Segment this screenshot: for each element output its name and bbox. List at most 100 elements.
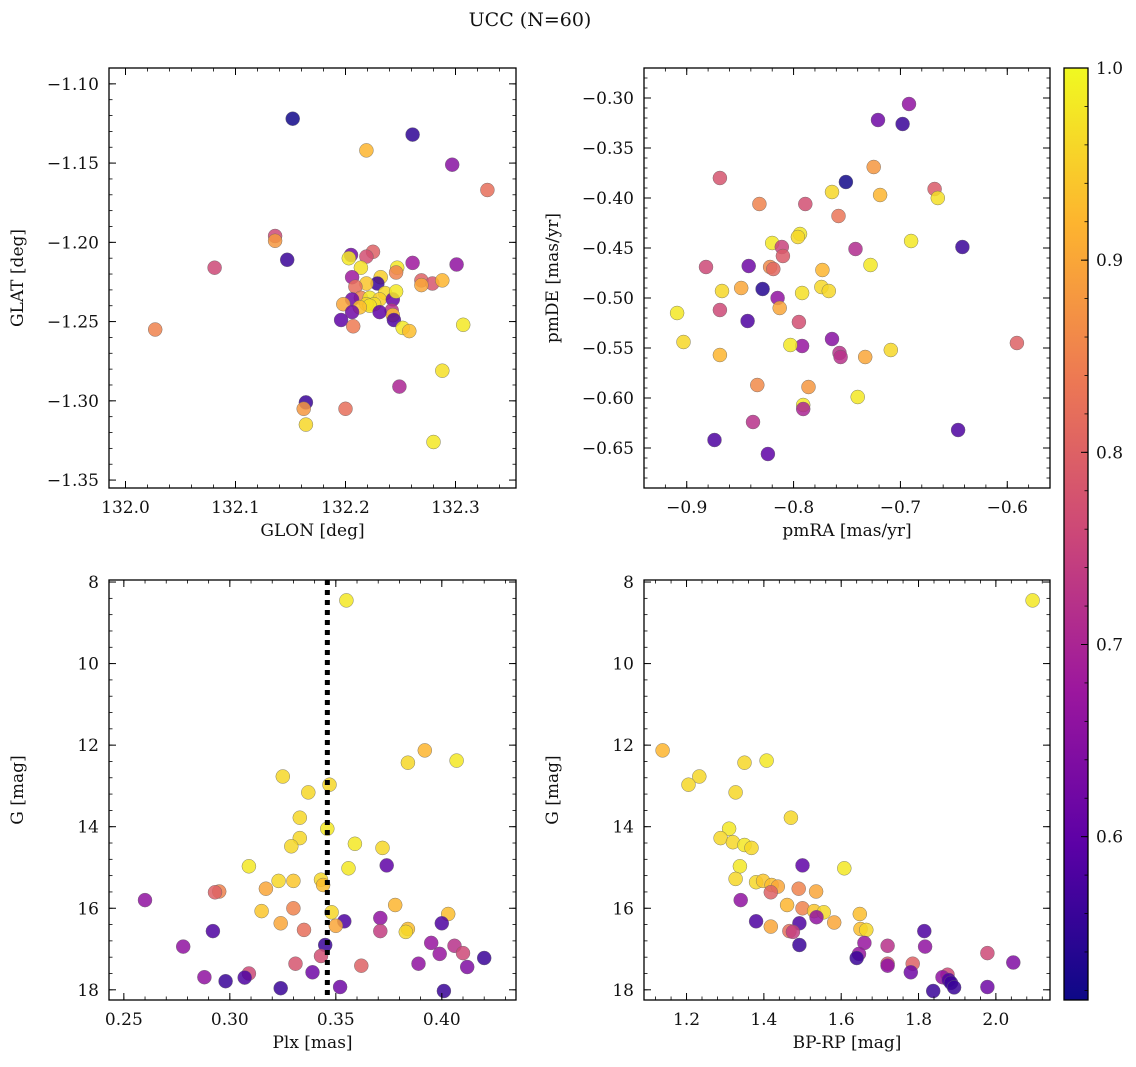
colorbar-frame: [1063, 67, 1089, 1001]
data-point: [267, 233, 283, 249]
data-point: [237, 970, 252, 985]
data-point: [850, 389, 865, 405]
data-point: [414, 277, 429, 293]
x-tick-label: 0.25: [105, 1010, 143, 1030]
data-point: [347, 836, 363, 851]
data-point: [744, 840, 759, 856]
data-point: [436, 983, 452, 999]
y-tick-label: 8: [88, 573, 99, 593]
data-point: [435, 273, 450, 288]
y-tick-label: 16: [77, 899, 99, 919]
figure-title: UCC (N=60): [469, 9, 592, 31]
data-point: [445, 157, 460, 172]
x-tick-label: −0.8: [773, 498, 814, 518]
data-point: [737, 755, 752, 770]
data-point: [669, 305, 685, 321]
data-point: [137, 892, 153, 908]
data-point: [883, 342, 898, 358]
data-point: [273, 981, 288, 996]
data-point: [449, 257, 464, 272]
scatter-panel-1: 132.0 132.1 132.2 132.3 −1.35 −1.30 −1.25 −1.20…: [8, 67, 517, 541]
data-point: [766, 261, 781, 277]
data-point: [676, 334, 691, 350]
data-point: [795, 858, 810, 873]
data-point: [980, 979, 995, 995]
data-point: [728, 871, 743, 887]
data-point: [301, 785, 316, 800]
y-tick-label: 14: [77, 818, 99, 838]
data-point: [1025, 593, 1040, 608]
data-point: [426, 434, 441, 450]
data-point: [732, 859, 748, 874]
axes-frame: [108, 67, 517, 489]
data-points: [147, 111, 495, 450]
data-point: [755, 281, 770, 297]
x-tick-label: 0.40: [423, 1010, 461, 1030]
data-point: [734, 280, 749, 296]
data-point: [288, 956, 303, 971]
data-point: [808, 884, 824, 899]
data-point: [849, 950, 864, 966]
data-point: [946, 980, 962, 995]
y-axis-label: G [mag]: [8, 755, 28, 824]
y-tick-label: −0.55: [582, 339, 634, 359]
colorbar-gradient: [1064, 68, 1088, 1000]
data-point: [698, 259, 714, 275]
data-point: [759, 753, 774, 768]
data-point: [175, 939, 191, 954]
data-point: [848, 241, 863, 257]
data-point: [205, 923, 221, 939]
data-point: [373, 923, 388, 939]
scatter-panel-4: 1.2 1.4 1.6 1.8 2.0 8 10 12 14 16 18 BP-RP [mag] G […: [543, 573, 1051, 1053]
data-point: [328, 918, 343, 933]
data-point: [763, 919, 778, 934]
data-point: [740, 313, 755, 329]
data-point: [480, 182, 495, 198]
data-point: [824, 331, 840, 347]
data-point: [713, 830, 728, 846]
data-point: [405, 255, 420, 271]
x-axis-label: BP-RP [mag]: [793, 1033, 902, 1053]
data-point: [305, 965, 320, 980]
x-tick-label: 132.2: [321, 498, 370, 518]
data-point: [741, 258, 756, 274]
data-point: [388, 897, 403, 913]
data-point: [147, 322, 163, 337]
axes-frame: [108, 579, 517, 1001]
x-tick-label: 1.6: [828, 1010, 855, 1030]
x-axis-label: Plx [mas]: [272, 1033, 352, 1053]
data-point: [785, 924, 801, 940]
data-point: [858, 349, 873, 365]
data-point: [477, 950, 492, 966]
x-tick-label: −0.9: [666, 498, 707, 518]
data-point: [344, 304, 360, 320]
data-point: [379, 858, 394, 873]
data-point: [712, 302, 728, 318]
colorbar-tick-label: 0.9: [1096, 251, 1123, 271]
y-tick-label: −0.45: [582, 239, 634, 259]
data-point: [207, 885, 223, 900]
y-tick-label: −0.60: [582, 389, 634, 409]
colorbar-tick-label: 0.6: [1096, 828, 1123, 848]
y-tick-label: 18: [77, 981, 99, 1001]
data-point: [872, 187, 888, 203]
data-point: [815, 262, 830, 278]
data-point: [339, 593, 354, 608]
data-point: [783, 810, 799, 825]
data-point: [798, 196, 813, 212]
data-point: [254, 903, 269, 919]
data-point: [284, 839, 299, 854]
y-axis-label: GLAT [deg]: [8, 229, 28, 327]
data-point: [955, 239, 970, 255]
data-point: [241, 859, 257, 874]
data-point: [950, 422, 966, 438]
data-point: [870, 112, 886, 128]
colorbar-tick-label: 1.0: [1096, 59, 1123, 79]
data-point: [1009, 335, 1025, 351]
y-tick-label: −0.40: [582, 189, 634, 209]
data-point: [760, 446, 776, 462]
y-tick-label: −0.30: [582, 89, 634, 109]
data-point: [455, 945, 471, 961]
data-point: [354, 958, 369, 973]
